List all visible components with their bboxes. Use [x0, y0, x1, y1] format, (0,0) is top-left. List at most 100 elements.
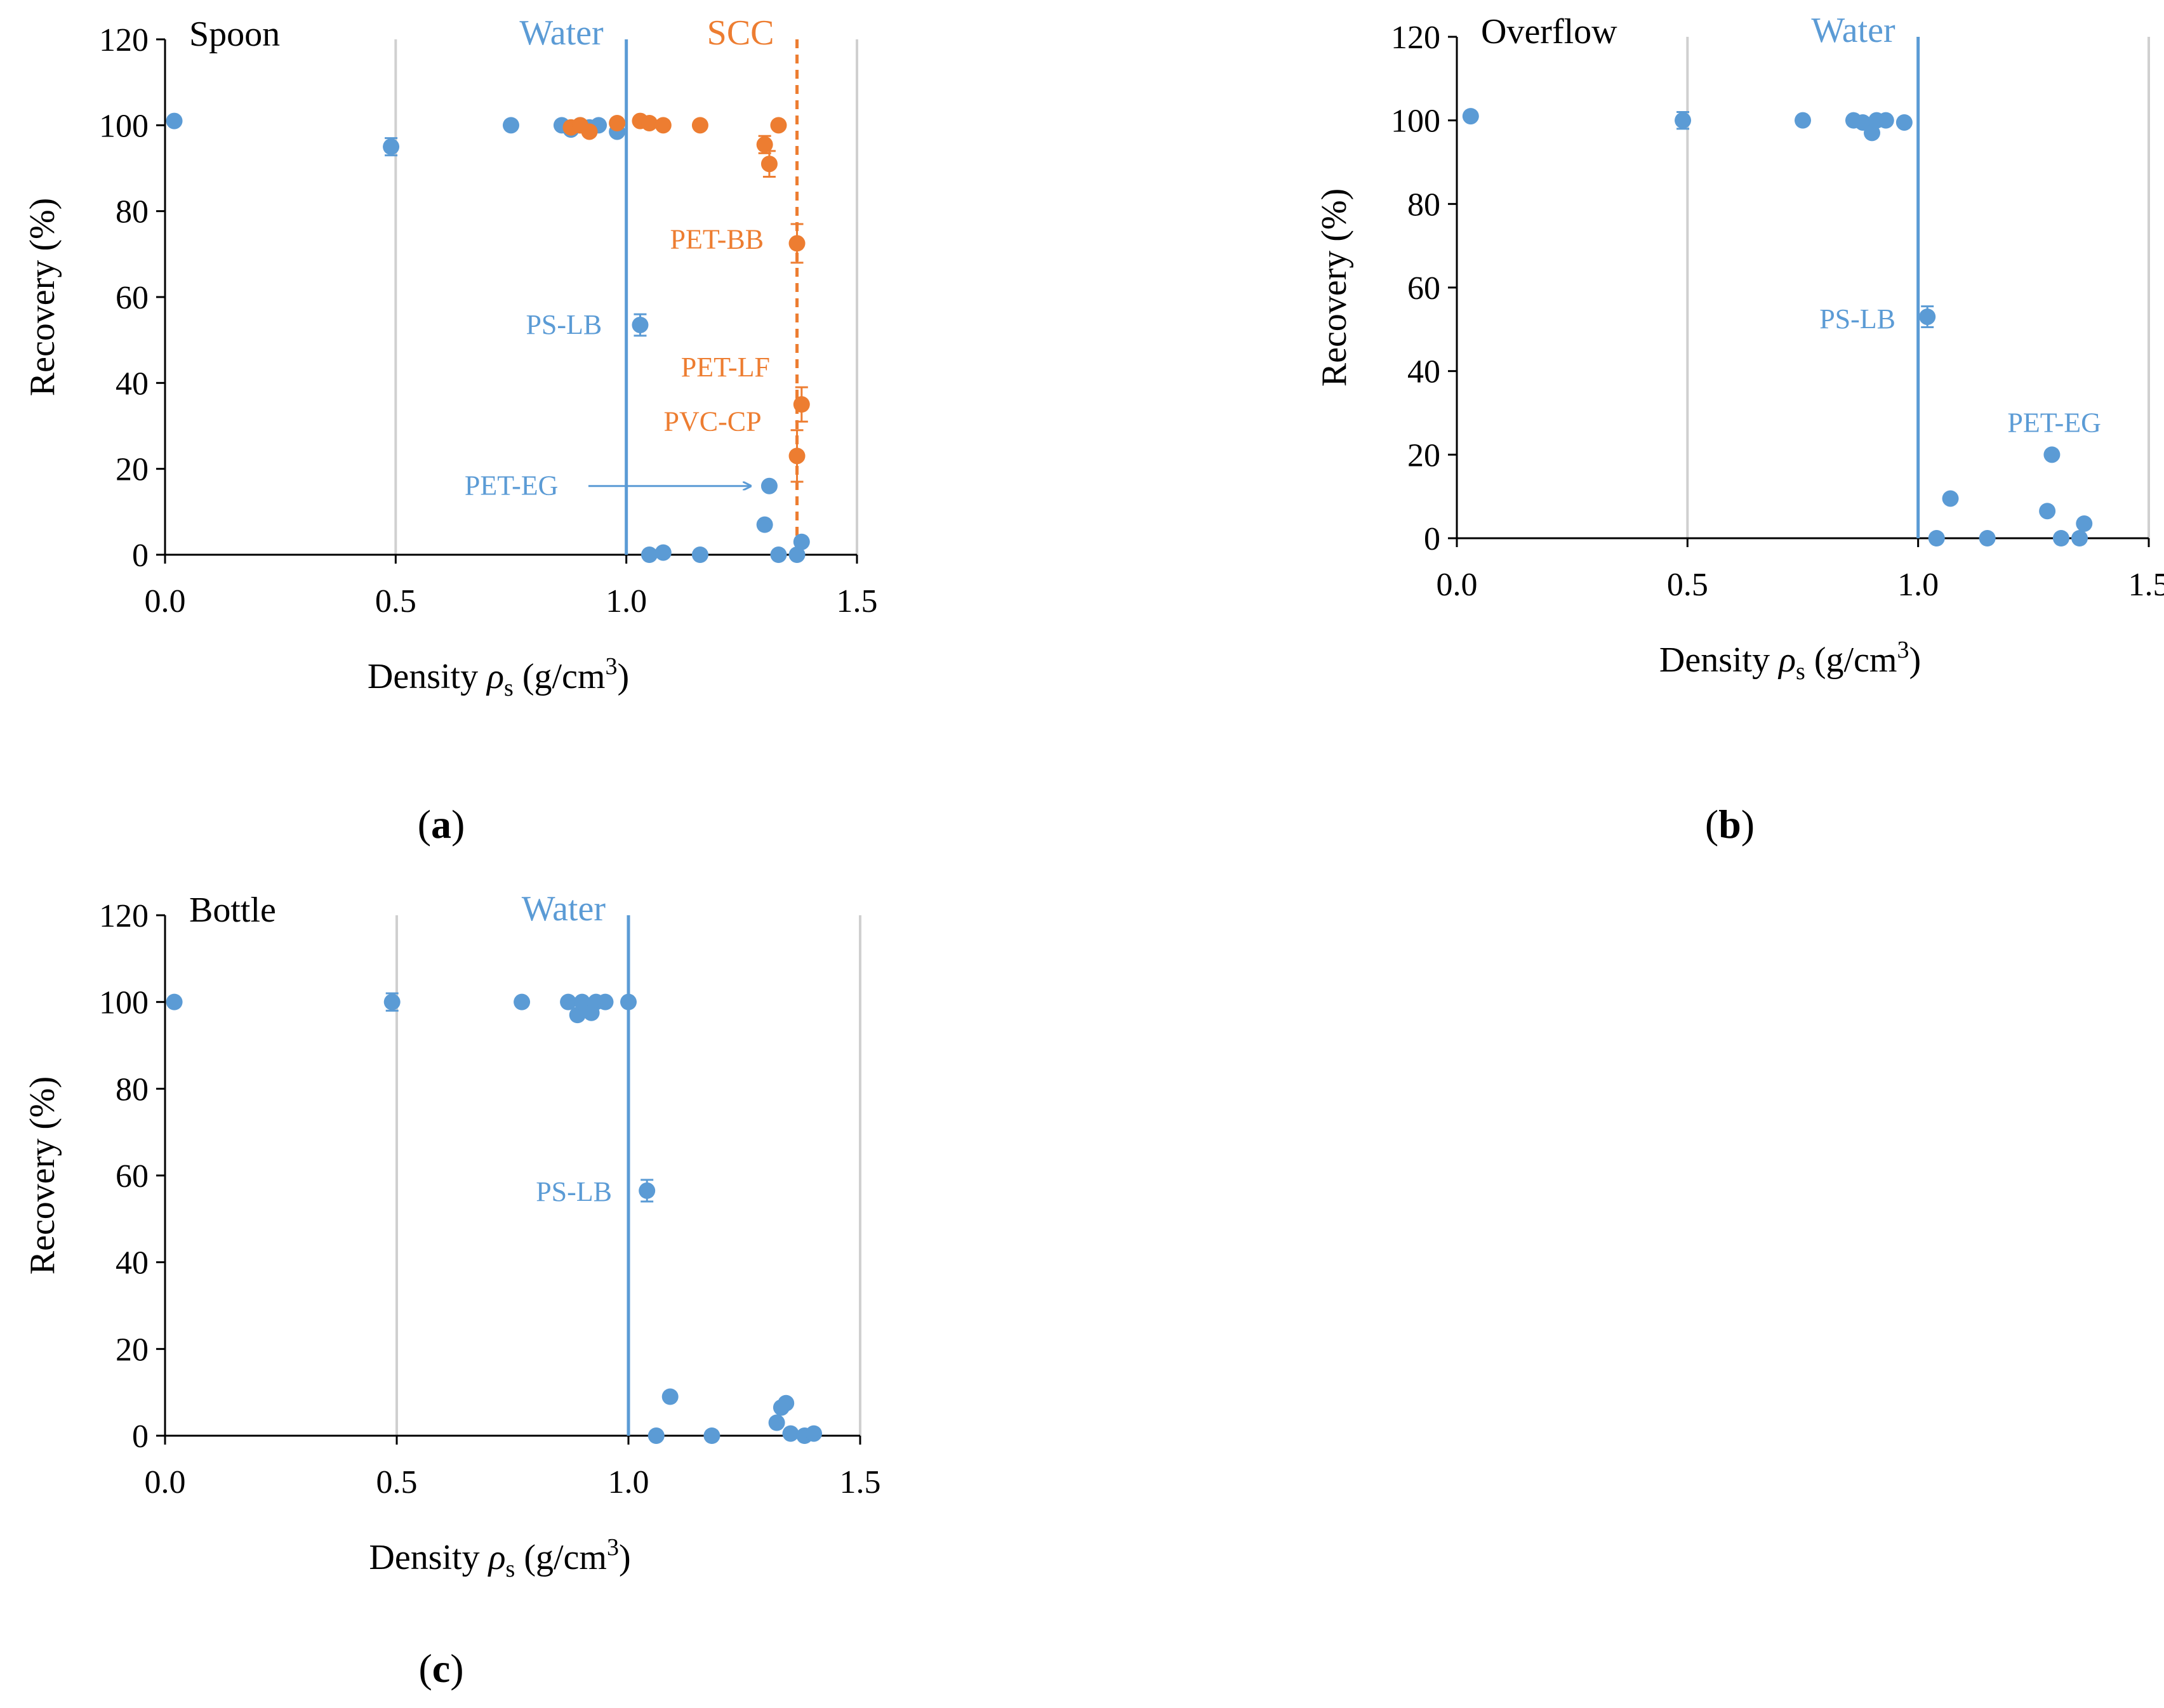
y-tick-label: 120: [99, 898, 149, 934]
data-point-blue: [806, 1425, 822, 1442]
x-axis-title: Density ρs (g/cm3): [369, 1534, 630, 1582]
data-point-blue: [1895, 114, 1913, 131]
data-point-blue: [597, 993, 614, 1010]
data-point-blue: [166, 112, 183, 129]
x-tick-label: 0.5: [1667, 567, 1708, 603]
data-point-orange: [770, 117, 787, 134]
point-annotation: PS-LB: [1819, 303, 1895, 334]
x-axis-title-part: s: [506, 1556, 515, 1582]
y-tick-label: 0: [132, 1419, 149, 1455]
x-tick-label: 0.5: [375, 583, 416, 619]
data-point-orange: [793, 396, 810, 413]
x-axis-title-part: ): [619, 1538, 631, 1577]
x-tick-label: 0.0: [1437, 567, 1478, 603]
data-point-blue: [1979, 530, 1996, 546]
x-axis-title-part: 3: [607, 1534, 619, 1561]
data-point-blue: [514, 993, 531, 1010]
data-point-blue: [2071, 530, 2088, 546]
data-point-blue: [661, 1388, 679, 1405]
data-point-blue: [768, 1414, 785, 1431]
x-tick-label: 1.5: [2128, 567, 2164, 603]
caption-close-paren: ): [450, 1646, 463, 1691]
point-annotation: PET-EG: [2007, 407, 2101, 438]
y-axis-title: Recovery (%): [23, 198, 62, 397]
data-point-blue: [1462, 108, 1479, 125]
point-annotation: PS-LB: [526, 309, 602, 340]
panel-label: Bottle: [189, 890, 276, 930]
data-point-orange: [581, 123, 598, 140]
data-point-blue: [793, 533, 810, 550]
y-axis-title: Recovery (%): [1315, 189, 1354, 387]
data-point-blue: [560, 993, 577, 1010]
data-point-blue: [383, 993, 401, 1010]
y-tick-label: 80: [116, 1071, 149, 1108]
data-point-orange: [641, 114, 658, 131]
x-axis-title-part: ρ: [1777, 640, 1796, 680]
x-tick-label: 1.0: [608, 1464, 649, 1500]
data-point-blue: [1877, 112, 1894, 129]
data-point-blue: [2043, 446, 2061, 463]
chart-panel-b: 0 20 40 60 80 100 120 0.0 0.5 1.0 1.5 Water Overflow…: [1315, 11, 2164, 847]
data-point-blue: [1942, 490, 1959, 507]
y-tick-label: 40: [116, 366, 149, 402]
data-point-blue: [1795, 112, 1811, 129]
point-annotation: PET-LF: [681, 352, 770, 383]
x-axis-title-part: ρ: [486, 657, 504, 696]
y-tick-label: 80: [116, 194, 149, 230]
caption-letter: a: [431, 802, 451, 847]
point-annotation: PVC-CP: [664, 406, 762, 437]
data-point-blue: [654, 544, 672, 561]
data-point-blue: [703, 1427, 720, 1444]
panel-label: Overflow: [1481, 12, 1617, 51]
y-tick-label: 0: [132, 538, 149, 574]
x-axis-title-part: ): [617, 657, 629, 696]
data-point-orange: [609, 114, 626, 131]
x-axis-title-part: s: [1796, 658, 1805, 685]
y-tick-label: 60: [116, 1158, 149, 1195]
point-annotation: PET-BB: [670, 223, 764, 255]
point-annotation: PS-LB: [536, 1176, 612, 1207]
x-tick-label: 0.0: [145, 1464, 186, 1500]
x-axis-title-part: ρ: [488, 1538, 506, 1577]
reference-label-water: Water: [519, 13, 604, 53]
data-point-blue: [620, 993, 637, 1010]
data-point-blue: [1919, 308, 1936, 326]
x-tick-label: 1.0: [1897, 567, 1939, 603]
x-axis-title-part: Density: [1659, 640, 1779, 680]
caption-open-paren: (: [418, 1646, 432, 1691]
y-tick-label: 60: [116, 280, 149, 316]
y-tick-label: 40: [116, 1245, 149, 1281]
x-axis-title-part: 3: [1897, 637, 1909, 663]
x-axis-title: Density ρs (g/cm3): [1659, 637, 1921, 685]
caption-open-paren: (: [1705, 802, 1718, 847]
reference-label-water: Water: [522, 889, 606, 929]
x-axis-title-part: s: [504, 675, 514, 701]
data-point-blue: [2039, 503, 2056, 520]
x-axis-title: Density ρs (g/cm3): [368, 653, 629, 701]
data-point-orange: [788, 235, 806, 252]
data-point-orange: [654, 117, 672, 134]
y-tick-label: 100: [99, 108, 149, 144]
data-point-blue: [166, 993, 183, 1010]
y-tick-label: 100: [99, 985, 149, 1021]
data-point-blue: [503, 117, 519, 134]
panel-caption: (b): [1705, 802, 1755, 847]
x-axis-title-part: (g/cm: [1805, 640, 1897, 680]
data-point-blue: [2076, 515, 2093, 532]
data-point-blue: [647, 1427, 665, 1444]
y-tick-label: 80: [1407, 187, 1440, 223]
caption-close-paren: ): [451, 802, 465, 847]
y-tick-label: 60: [1407, 270, 1440, 307]
x-axis-title-part: Density: [369, 1538, 488, 1577]
caption-letter: b: [1718, 802, 1741, 847]
x-axis-title-part: (g/cm: [514, 657, 606, 696]
caption-close-paren: ): [1741, 802, 1755, 847]
data-point-blue: [770, 546, 787, 563]
x-tick-label: 0.0: [145, 583, 186, 619]
data-point-blue: [1864, 124, 1880, 142]
x-tick-label: 1.0: [606, 583, 647, 619]
x-axis-title-part: (g/cm: [515, 1538, 607, 1577]
x-axis-title-part: Density: [368, 657, 487, 696]
panel-caption: (a): [418, 802, 465, 847]
